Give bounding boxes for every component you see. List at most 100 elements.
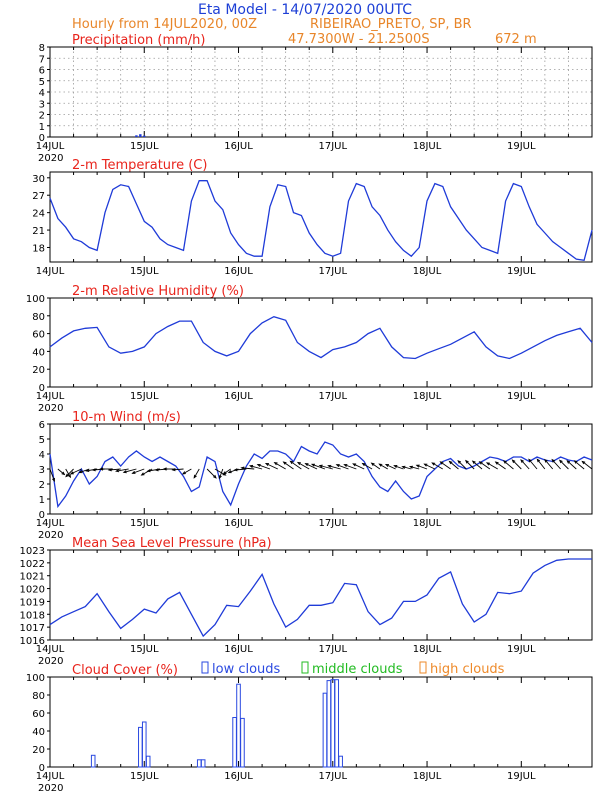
cloud-frame [49, 676, 593, 768]
wind-arrow [566, 460, 577, 470]
wind-arrow-head [573, 460, 578, 464]
wind-arrow-head [502, 460, 507, 464]
temp-ytick-label: 24 [32, 209, 45, 220]
rh-xtick-label: 19JUL [507, 391, 536, 402]
wind-xtick-label: 14JUL [36, 518, 65, 529]
wind-arrow [582, 461, 593, 470]
wind-arrow [394, 465, 404, 470]
wind-arrow-head [478, 461, 483, 465]
wind-arrow-head [408, 465, 414, 469]
wind-arrow-head [457, 459, 462, 464]
wind-year-label: 2020 [38, 530, 63, 541]
precip-xtick-label: 19JUL [507, 141, 536, 152]
wind-xtick-label: 16JUL [224, 518, 253, 529]
wind-arrow [344, 464, 357, 470]
wind-ytick-label: 0 [39, 510, 45, 521]
wind-arrow [206, 468, 217, 479]
wind-title: 10-m Wind (m/s) [72, 410, 181, 425]
wind-arrow [219, 468, 224, 479]
slp-xtick-label: 16JUL [224, 644, 253, 655]
cloud-xtick-label: 18JUL [413, 771, 442, 782]
wind-arrow-head [485, 462, 490, 466]
wind-arrow [424, 463, 436, 470]
rh-panel: 2-m Relative Humidity (%) 0 20 40 60 80 100 14J… [26, 284, 593, 414]
rh-ytick-label: 0 [39, 383, 45, 394]
wind-arrow-head [256, 463, 261, 467]
elevation-label: 672 m [495, 32, 537, 47]
temp-xtick-label: 15JUL [130, 266, 159, 277]
wind-arrow-head [528, 458, 532, 463]
wind-arrow [319, 465, 333, 470]
wind-ytick-label: 5 [39, 435, 45, 446]
wind-arrow [182, 468, 192, 475]
wind-arrow [352, 463, 365, 470]
wind-arrow-head [213, 474, 217, 479]
cloud-xtick-label: 14JUL [36, 771, 65, 782]
wind-arrow [479, 461, 491, 470]
cloud-panel: Cloud Cover (%) 0 20 40 60 80 100 14JUL 15JUL 16J… [26, 663, 593, 792]
wind-arrow [472, 460, 483, 470]
cloud-bar-low [141, 721, 147, 768]
wind-arrow [536, 459, 546, 470]
wind-arrow-head [140, 472, 145, 476]
wind-arrow-head [511, 459, 516, 464]
rh-ytick-label: 40 [32, 347, 45, 358]
cloud-bar-low [232, 717, 237, 768]
temp-title: 2-m Temperature (C) [72, 158, 207, 173]
cloud-ytick-label: 100 [26, 673, 45, 684]
location-label: RIBEIRAO_PRETO, SP, BR [310, 17, 472, 32]
cloud-year-label: 2020 [38, 783, 63, 792]
precip-ytick-label: 8 [39, 43, 45, 54]
wind-arrow-head [378, 463, 383, 467]
wind-arrow [559, 459, 569, 470]
wind-arrow [379, 463, 388, 470]
wind-arrow [311, 463, 326, 470]
wind-arrow [70, 468, 82, 475]
wind-arrow-head [218, 475, 222, 480]
wind-arrow-head [448, 460, 453, 465]
wind-arrow-head [107, 468, 112, 472]
wind-arrow [193, 468, 200, 479]
cloud-ytick-label: 80 [32, 691, 45, 702]
wind-arrow [65, 468, 71, 478]
wind-arrow-head [551, 458, 556, 463]
wind-arrow-head [544, 458, 548, 463]
wind-arrow-head [273, 462, 278, 466]
wind-arrow-head [282, 461, 287, 465]
temp-xtick-label: 19JUL [507, 266, 536, 277]
legend-low-label: low clouds [212, 662, 281, 677]
wind-arrow-head [171, 468, 176, 472]
precip-ytick-label: 0 [39, 133, 45, 144]
slp-frame [49, 549, 593, 641]
wind-arrow-head [352, 463, 357, 467]
precip-ytick-label: 7 [39, 54, 45, 65]
precip-ytick-label: 2 [39, 111, 45, 122]
wind-arrow-head [248, 464, 254, 468]
slp-year-label: 2020 [38, 656, 63, 667]
wind-arrow [49, 468, 55, 482]
wind-arrow [512, 459, 522, 470]
slp-ytick-label: 1022 [20, 559, 45, 570]
wind-arrow-head [536, 458, 541, 463]
cloud-ytick-label: 20 [32, 745, 45, 756]
rh-title: 2-m Relative Humidity (%) [72, 284, 244, 299]
legend-low-swatch [201, 661, 209, 674]
cloud-xtick-label: 17JUL [318, 771, 347, 782]
wind-arrow-head [67, 474, 72, 479]
slp-ytick-label: 1019 [20, 597, 45, 608]
precip-title: Precipitation (mm/h) [72, 33, 205, 48]
wind-arrow-head [423, 463, 428, 467]
wind-xtick-label: 18JUL [413, 518, 442, 529]
wind-arrow-head [471, 460, 476, 465]
wind-arrow [328, 465, 341, 470]
cloud-bar-low [334, 679, 340, 768]
wind-arrow [465, 460, 475, 470]
wind-arrow [495, 461, 506, 470]
wind-arrow-head [439, 461, 444, 465]
cloud-ytick-label: 0 [39, 763, 45, 774]
wind-xtick-label: 17JUL [318, 518, 347, 529]
rh-series-line [49, 316, 593, 360]
wind-arrow [362, 463, 373, 470]
